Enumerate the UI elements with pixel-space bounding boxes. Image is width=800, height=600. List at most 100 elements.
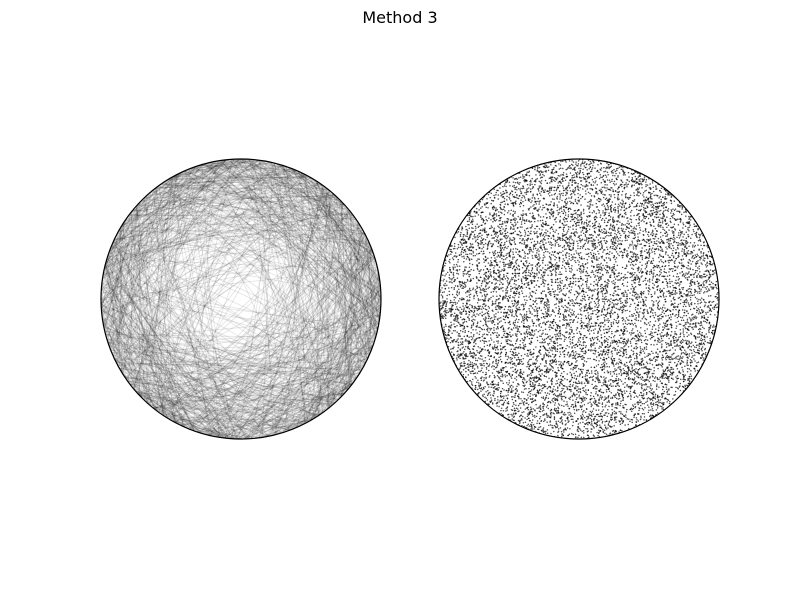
chord-line bbox=[221, 159, 381, 317]
midpoint-dot bbox=[534, 305, 537, 308]
midpoint-dot bbox=[554, 315, 557, 317]
midpoint-dot bbox=[483, 279, 485, 281]
chord-line bbox=[155, 170, 298, 189]
midpoint-dot bbox=[515, 279, 518, 282]
chord-line bbox=[216, 160, 381, 299]
midpoint-dot bbox=[563, 405, 565, 408]
chord-line bbox=[106, 338, 151, 406]
midpoint-dot bbox=[499, 308, 502, 310]
midpoint-dot bbox=[512, 228, 514, 230]
midpoint-dot bbox=[468, 246, 471, 249]
midpoint-dot bbox=[614, 311, 616, 314]
midpoint-dot bbox=[603, 259, 605, 261]
midpoint-dot bbox=[580, 418, 582, 420]
midpoint-dot bbox=[524, 421, 527, 423]
midpoint-dot bbox=[457, 258, 460, 261]
midpoint-dot bbox=[665, 315, 667, 317]
midpoint-dot bbox=[641, 258, 644, 261]
midpoint-dot bbox=[633, 302, 636, 305]
chord-line bbox=[219, 160, 381, 311]
chord-line bbox=[107, 255, 143, 398]
chord-line bbox=[168, 215, 354, 420]
midpoint-dot bbox=[612, 182, 615, 185]
midpoint-dot bbox=[449, 258, 451, 261]
chord-line bbox=[133, 388, 206, 435]
chord-line bbox=[133, 162, 209, 389]
midpoint-dot bbox=[584, 374, 587, 376]
chord-line bbox=[102, 320, 141, 397]
midpoint-dot bbox=[590, 301, 592, 303]
midpoint-dot bbox=[577, 353, 580, 355]
midpoint-dot bbox=[527, 408, 530, 411]
midpoint-dot bbox=[479, 288, 482, 290]
chord-line bbox=[101, 197, 145, 319]
midpoint-dot bbox=[698, 313, 700, 315]
midpoint-dot bbox=[472, 277, 475, 280]
chord-line bbox=[198, 413, 322, 433]
chord-line bbox=[117, 232, 249, 439]
midpoint-dot bbox=[512, 389, 514, 392]
chord-line bbox=[106, 338, 352, 386]
midpoint-dot bbox=[472, 250, 474, 253]
chord-line bbox=[128, 314, 381, 383]
midpoint-dot bbox=[584, 315, 587, 317]
chord-line bbox=[124, 375, 295, 429]
chord-line bbox=[292, 381, 354, 430]
chord-line bbox=[111, 245, 180, 425]
midpoint-dot bbox=[480, 216, 482, 218]
midpoint-dot bbox=[482, 269, 485, 271]
midpoint-dot bbox=[708, 331, 710, 334]
chord-line bbox=[169, 232, 365, 420]
chord-line bbox=[165, 173, 304, 182]
chord-line bbox=[233, 159, 380, 277]
chord-line bbox=[255, 186, 325, 439]
midpoint-dot bbox=[513, 256, 516, 258]
midpoint-dot bbox=[620, 380, 623, 382]
midpoint-dot bbox=[557, 386, 559, 388]
midpoint-dot bbox=[477, 346, 479, 348]
midpoint-dot bbox=[659, 236, 662, 238]
midpoint-dot bbox=[671, 368, 673, 370]
midpoint-dot bbox=[630, 372, 632, 375]
midpoint-dot bbox=[655, 230, 658, 232]
chord-line bbox=[171, 160, 262, 178]
chord-line bbox=[110, 348, 269, 437]
chord-line bbox=[232, 159, 348, 391]
midpoint-dot bbox=[648, 397, 651, 400]
midpoint-dot bbox=[614, 396, 616, 399]
midpoint-dot bbox=[599, 174, 602, 176]
midpoint-dot bbox=[569, 319, 571, 321]
midpoint-dot bbox=[572, 352, 575, 354]
midpoints-group bbox=[439, 159, 719, 439]
chord-line bbox=[150, 405, 192, 431]
midpoint-dot bbox=[650, 368, 652, 371]
midpoint-dot bbox=[694, 296, 697, 299]
chord-line bbox=[132, 163, 206, 389]
midpoint-dot bbox=[615, 373, 618, 376]
midpoint-dot bbox=[478, 385, 480, 388]
midpoint-dot bbox=[590, 424, 592, 426]
chord-line bbox=[277, 163, 307, 424]
midpoint-dot bbox=[507, 308, 509, 311]
chord-line bbox=[169, 418, 312, 421]
midpoint-dot bbox=[591, 225, 594, 228]
midpoint-dot bbox=[444, 287, 447, 290]
midpoint-dot bbox=[445, 273, 447, 275]
chord-line bbox=[153, 372, 360, 409]
midpoint-dot bbox=[554, 270, 557, 272]
midpoint-dot bbox=[581, 258, 583, 260]
chord-line bbox=[300, 287, 381, 426]
midpoint-dot bbox=[512, 334, 514, 336]
chord-line bbox=[118, 366, 144, 400]
midpoint-dot bbox=[597, 363, 600, 366]
midpoint-dot bbox=[692, 228, 695, 231]
chord-line bbox=[204, 256, 375, 435]
midpoint-dot bbox=[444, 309, 446, 311]
midpoint-dot bbox=[523, 195, 525, 198]
chord-line bbox=[364, 234, 377, 338]
midpoint-dot bbox=[585, 221, 588, 224]
chord-line bbox=[244, 159, 290, 431]
chord-line bbox=[345, 305, 381, 392]
midpoint-dot bbox=[530, 241, 533, 244]
chord-line bbox=[320, 184, 377, 337]
